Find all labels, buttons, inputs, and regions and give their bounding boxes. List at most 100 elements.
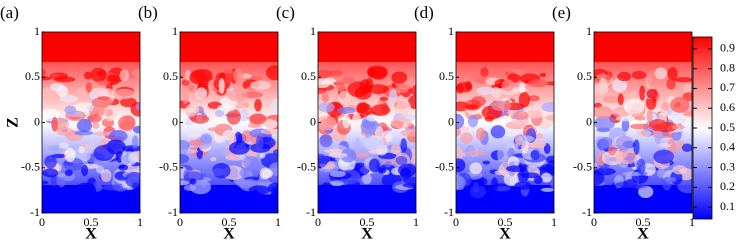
blob	[318, 153, 328, 168]
colorbar-tick-label: 0.3	[720, 159, 735, 173]
blob	[329, 180, 344, 187]
blob	[90, 67, 107, 82]
field-top	[180, 32, 278, 62]
blob	[120, 151, 138, 166]
x-tick-label: 0.5	[84, 215, 99, 229]
blob	[616, 149, 639, 165]
blob	[594, 82, 609, 96]
y-tick-label: 1	[310, 24, 316, 38]
y-tick-label: 0.5	[577, 69, 592, 83]
y-tick-label: 0	[172, 114, 178, 128]
x-axis-label: X	[361, 226, 373, 243]
blob	[535, 133, 543, 139]
blob	[459, 126, 470, 132]
blob	[103, 105, 118, 122]
blob	[646, 89, 658, 99]
blob	[654, 67, 668, 80]
blob	[233, 67, 244, 84]
blob	[218, 78, 225, 94]
blob	[118, 115, 136, 131]
x-tick-label: 0.5	[498, 215, 513, 229]
blob	[549, 178, 554, 189]
blob	[657, 167, 666, 178]
panel-label: (d)	[414, 3, 434, 22]
blob	[681, 143, 692, 152]
blob	[490, 125, 506, 139]
blob	[653, 149, 675, 164]
blob	[228, 141, 250, 155]
blob	[497, 147, 508, 163]
blob	[64, 169, 73, 177]
blob	[615, 116, 638, 122]
blob	[631, 70, 647, 80]
x-tick-label: 0	[453, 215, 459, 229]
blob	[50, 82, 64, 92]
blob	[64, 105, 77, 115]
blob	[113, 88, 136, 100]
blob	[97, 96, 111, 101]
x-tick-label: 0	[591, 215, 597, 229]
blob	[527, 79, 549, 88]
blob	[520, 172, 540, 179]
blob	[131, 135, 139, 149]
x-tick-label: 0.5	[636, 215, 651, 229]
x-tick-label: 0.5	[360, 215, 375, 229]
blob	[390, 117, 412, 129]
blob	[363, 135, 384, 151]
blob	[391, 71, 408, 84]
y-tick-label: 0.5	[301, 69, 316, 83]
blob	[102, 184, 122, 191]
blob	[460, 132, 473, 144]
blob	[93, 145, 115, 162]
blob	[491, 100, 512, 111]
blob	[239, 109, 250, 122]
blob	[266, 65, 278, 81]
blob	[329, 170, 346, 178]
blob	[212, 162, 231, 179]
field-top	[42, 32, 140, 62]
panel-label: (a)	[0, 3, 19, 22]
blob	[400, 129, 416, 137]
blob	[318, 102, 335, 113]
blob	[254, 98, 262, 112]
blob	[518, 82, 526, 93]
blob	[180, 139, 189, 156]
colorbar-tick-label: 0.9	[720, 41, 735, 55]
blob	[133, 125, 140, 134]
field	[456, 32, 554, 213]
blob	[100, 169, 112, 183]
blob	[395, 155, 408, 166]
blob	[108, 130, 128, 143]
blob	[76, 118, 92, 133]
blob	[505, 165, 528, 173]
blob	[505, 142, 519, 151]
blob	[633, 139, 640, 155]
blob	[328, 70, 344, 76]
blob	[356, 102, 369, 114]
y-tick-label: -1	[582, 205, 592, 219]
blob	[621, 118, 630, 132]
blob	[465, 104, 479, 110]
blob	[528, 95, 540, 102]
y-tick-label: -1	[168, 205, 178, 219]
blob	[617, 71, 632, 82]
blob	[456, 127, 461, 137]
blob	[507, 147, 515, 159]
blob	[367, 84, 389, 94]
blob	[525, 108, 545, 119]
blob	[181, 79, 190, 87]
blob	[634, 116, 647, 121]
blob	[59, 94, 78, 103]
blob	[390, 143, 401, 155]
blob	[355, 152, 370, 158]
blob	[661, 102, 670, 112]
y-tick-label: 0.5	[439, 69, 454, 83]
blob	[338, 90, 351, 106]
blob	[545, 114, 554, 121]
blob	[56, 172, 65, 178]
blob	[377, 167, 387, 174]
blob	[629, 123, 651, 130]
blob	[318, 86, 327, 94]
y-tick-label: 0.5	[163, 69, 178, 83]
blob	[629, 91, 636, 99]
